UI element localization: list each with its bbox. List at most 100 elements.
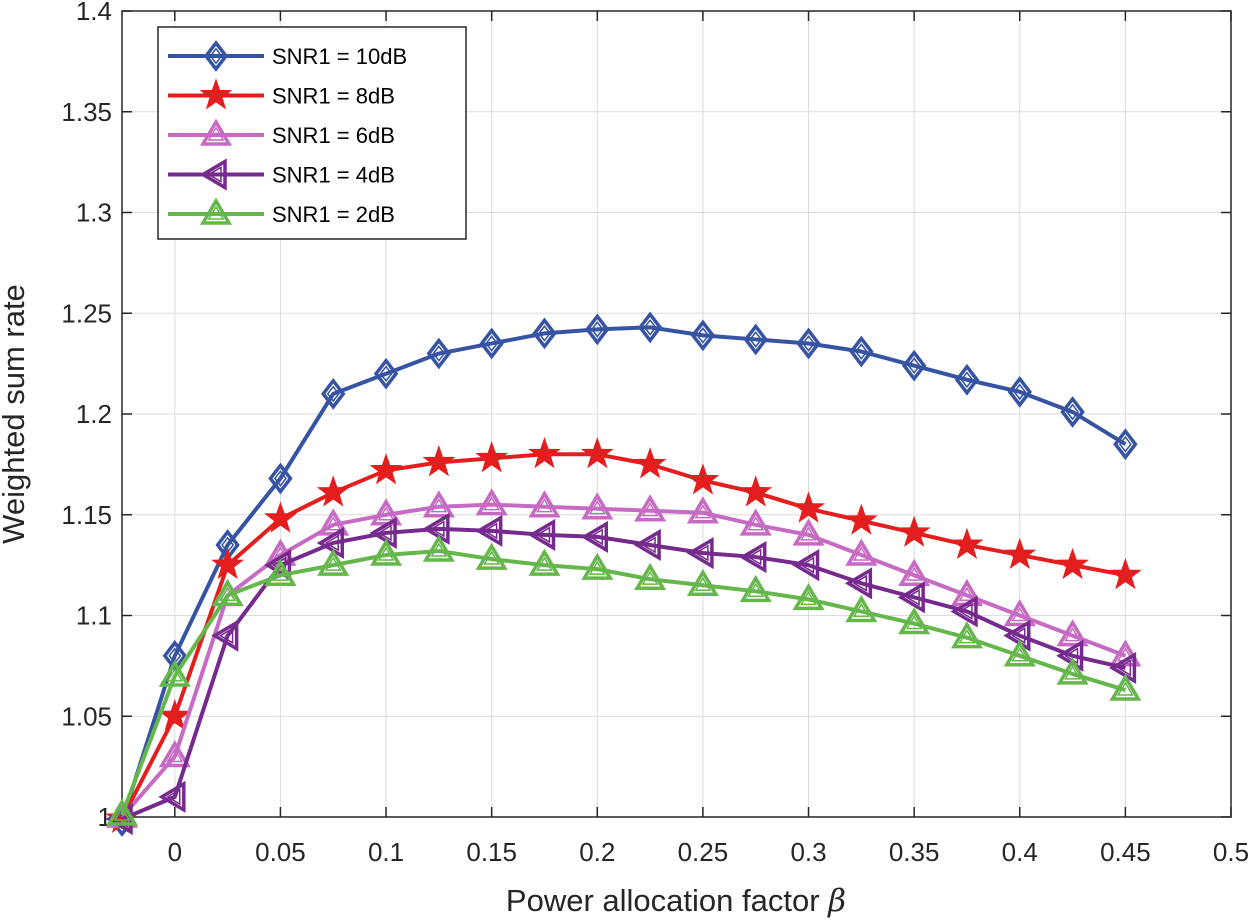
series-point bbox=[158, 698, 192, 731]
series-point-inner bbox=[960, 371, 974, 389]
series-point-inner bbox=[800, 526, 817, 541]
x-tick-label: 0.05 bbox=[255, 837, 306, 867]
series-point-inner bbox=[852, 602, 870, 618]
legend-marker bbox=[203, 40, 229, 72]
y-tick-label: 1.4 bbox=[76, 0, 112, 26]
series-point bbox=[321, 377, 346, 410]
series-point-inner bbox=[1013, 383, 1027, 401]
series-line bbox=[120, 502, 1127, 819]
series-point-inner bbox=[324, 556, 342, 571]
legend: SNR1 = 10dB SNR1 = 8dB SNR1 = 6dB SNR1 = 4d… bbox=[157, 26, 467, 240]
series-point bbox=[475, 488, 508, 516]
series-3 bbox=[105, 512, 1137, 836]
series-point bbox=[581, 552, 614, 580]
series-point bbox=[686, 536, 714, 570]
series-point bbox=[373, 357, 399, 390]
series-point-inner bbox=[694, 576, 712, 591]
legend-marker bbox=[199, 118, 233, 146]
legend-label: SNR1 = 6dB bbox=[272, 123, 395, 148]
x-tick-label: 0.25 bbox=[678, 837, 729, 867]
series-point bbox=[316, 526, 344, 560]
series-point bbox=[739, 574, 772, 603]
series-point bbox=[426, 337, 452, 370]
series-point bbox=[369, 453, 403, 485]
series-point-inner bbox=[166, 747, 184, 763]
legend-marker-inner bbox=[207, 205, 225, 220]
series-point-inner bbox=[905, 566, 923, 581]
series-point bbox=[1007, 375, 1032, 408]
series-point bbox=[792, 549, 820, 582]
series-point bbox=[475, 441, 509, 473]
series-point-inner bbox=[641, 570, 659, 585]
series-point bbox=[898, 607, 931, 635]
series-2 bbox=[105, 488, 1142, 828]
legend-item: SNR1 = 2dB bbox=[168, 197, 395, 227]
series-point-inner bbox=[747, 516, 765, 531]
series-point bbox=[158, 740, 191, 768]
legend-label: SNR1 = 2dB bbox=[272, 202, 395, 227]
series-point-inner bbox=[1011, 627, 1026, 645]
y-tick-label: 1.3 bbox=[76, 198, 112, 228]
series-point-inner bbox=[852, 574, 868, 592]
series-point-inner bbox=[324, 534, 339, 552]
x-tick-label: 0.4 bbox=[1002, 837, 1038, 867]
series-point bbox=[105, 798, 139, 826]
y-tick-label: 1.15 bbox=[61, 500, 112, 530]
series-point bbox=[422, 445, 456, 477]
series-point-inner bbox=[218, 627, 234, 645]
x-tick-label: 0.15 bbox=[466, 837, 517, 867]
legend-label: SNR1 = 10dB bbox=[272, 44, 407, 69]
series-point-inner bbox=[852, 546, 870, 561]
series-point-inner bbox=[430, 520, 445, 538]
series-point bbox=[845, 538, 878, 566]
legend-marker-inner bbox=[207, 126, 225, 141]
series-point-inner bbox=[377, 546, 395, 561]
series-point-inner bbox=[166, 788, 181, 806]
series-point-inner bbox=[377, 506, 395, 521]
x-axis-label-symbol: β bbox=[827, 883, 846, 919]
series-point bbox=[1056, 657, 1089, 685]
series-point bbox=[686, 568, 719, 597]
series-point bbox=[532, 317, 557, 350]
series-point bbox=[739, 475, 773, 507]
series-point-inner bbox=[749, 331, 763, 348]
legend-item: SNR1 = 8dB bbox=[168, 78, 395, 110]
series-point-inner bbox=[588, 528, 603, 546]
series-point bbox=[479, 327, 504, 360]
series-point-inner bbox=[379, 365, 393, 383]
legend-item: SNR1 = 4dB bbox=[168, 158, 395, 191]
series-point bbox=[1003, 537, 1037, 570]
series-point-inner bbox=[113, 806, 131, 821]
series-point bbox=[1108, 557, 1142, 590]
series-point bbox=[1060, 396, 1085, 428]
series-point-inner bbox=[854, 343, 868, 360]
axis-ticks: 0 0.05 0.1 0.15 0.2 0.25 0.3 0.35 0.4 0.45 0.511.0… bbox=[61, 0, 1249, 867]
legend-marker bbox=[199, 78, 233, 110]
x-tick-label: 0.2 bbox=[579, 837, 615, 867]
series-point bbox=[158, 659, 191, 687]
series-point bbox=[796, 327, 821, 360]
x-tick-label: 0.3 bbox=[790, 837, 826, 867]
series-point bbox=[422, 512, 450, 545]
series-point-inner bbox=[1064, 665, 1082, 680]
x-tick-label: 0.45 bbox=[1100, 837, 1151, 867]
series-point-inner bbox=[1116, 659, 1132, 677]
y-tick-label: 1.2 bbox=[76, 399, 112, 429]
series-point-inner bbox=[324, 516, 342, 531]
series-point bbox=[901, 349, 927, 382]
series-point bbox=[581, 492, 614, 520]
series-point-inner bbox=[1118, 435, 1132, 453]
series-point-inner bbox=[483, 522, 498, 540]
series-point-inner bbox=[799, 556, 815, 574]
series-point bbox=[1108, 651, 1137, 684]
series-point bbox=[528, 490, 561, 518]
legend-marker bbox=[199, 158, 227, 191]
series-point bbox=[633, 447, 667, 479]
series-point-inner bbox=[538, 325, 551, 342]
series-point bbox=[743, 323, 768, 356]
series-point-inner bbox=[588, 500, 606, 515]
series-point-inner bbox=[905, 614, 923, 630]
series-point bbox=[580, 520, 609, 553]
series-4 bbox=[105, 534, 1142, 826]
series-point bbox=[1113, 428, 1138, 461]
